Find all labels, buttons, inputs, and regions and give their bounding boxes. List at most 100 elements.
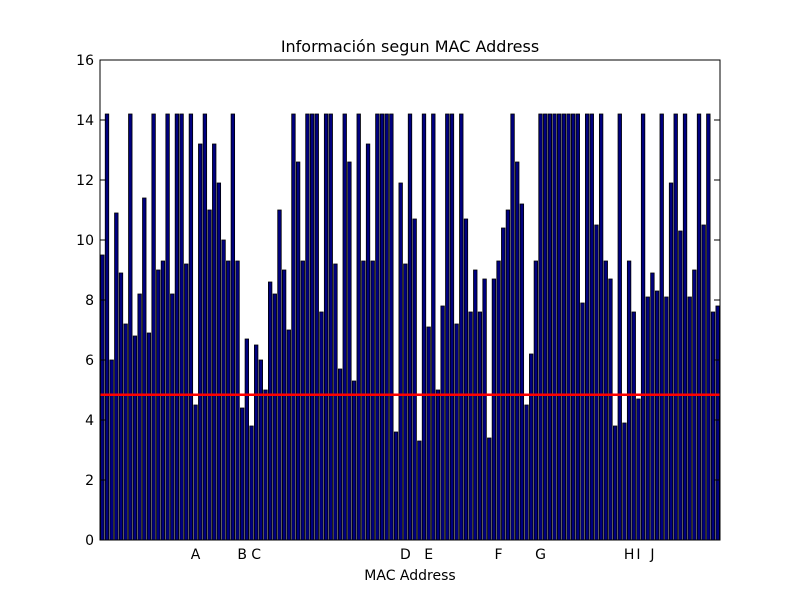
bar <box>151 113 156 541</box>
bar <box>342 113 347 541</box>
bar <box>412 218 417 541</box>
bar <box>491 278 497 541</box>
x-tick-label: B <box>237 547 247 563</box>
bar <box>132 335 138 541</box>
bar <box>561 113 566 541</box>
bar <box>109 359 114 541</box>
y-tick-label: 12 <box>76 173 94 189</box>
bar <box>421 113 427 541</box>
bar <box>361 260 366 541</box>
bar <box>281 269 287 541</box>
bar <box>351 380 357 541</box>
bar <box>487 437 492 541</box>
x-tick-label: I <box>636 547 640 563</box>
bar <box>706 113 711 541</box>
x-tick-label: F <box>495 547 503 563</box>
bar <box>519 203 525 541</box>
bar <box>603 260 608 541</box>
bar <box>636 398 641 541</box>
bar <box>580 302 585 541</box>
y-tick-label: 10 <box>76 233 94 249</box>
bar <box>267 281 273 541</box>
bar <box>538 113 543 541</box>
chart-title: Información segun MAC Address <box>281 37 539 56</box>
bar <box>104 113 110 541</box>
bar <box>417 440 422 541</box>
x-tick-label: D <box>400 547 411 563</box>
bar <box>682 113 688 541</box>
bar <box>305 113 310 541</box>
bar <box>198 143 203 541</box>
bar <box>594 224 599 541</box>
bar <box>212 143 217 541</box>
bar <box>459 113 464 541</box>
bar <box>114 212 119 541</box>
bar <box>207 209 212 541</box>
bar <box>426 326 431 541</box>
bar <box>557 113 562 541</box>
bar <box>584 113 590 541</box>
y-tick-label: 8 <box>85 293 94 309</box>
y-tick-label: 6 <box>85 353 94 369</box>
bar <box>463 218 469 541</box>
bar <box>552 113 557 541</box>
bar <box>230 113 236 541</box>
bar <box>505 209 511 541</box>
bar <box>673 113 678 541</box>
bar <box>547 113 552 541</box>
bar <box>142 197 147 541</box>
bar <box>575 113 580 541</box>
bar <box>524 404 529 541</box>
bar <box>403 263 408 541</box>
bar <box>598 113 604 541</box>
x-tick-label: H <box>624 547 635 563</box>
bar <box>333 263 338 541</box>
bar <box>510 113 515 541</box>
bar <box>295 161 301 541</box>
bar <box>202 113 208 541</box>
bar <box>477 311 483 541</box>
bar <box>678 230 683 541</box>
bar <box>482 278 487 541</box>
bar <box>319 311 324 541</box>
y-tick-label: 16 <box>76 53 94 69</box>
bar <box>431 113 436 541</box>
x-tick-label: E <box>424 547 433 563</box>
bar <box>608 278 613 541</box>
bar <box>384 113 389 541</box>
x-axis-label: MAC Address <box>364 568 455 584</box>
x-tick-label: J <box>649 547 654 563</box>
x-tick-label: A <box>191 547 201 563</box>
bar <box>170 293 175 541</box>
y-tick-label: 14 <box>76 113 94 129</box>
bar <box>254 344 259 541</box>
bar <box>240 407 245 541</box>
bar <box>612 425 618 541</box>
bar <box>659 113 664 541</box>
bar <box>137 293 142 541</box>
bar <box>668 182 674 541</box>
bar <box>393 431 399 541</box>
bar <box>165 113 170 541</box>
bar <box>626 260 632 541</box>
bar <box>654 290 660 541</box>
bar <box>309 113 315 541</box>
bar <box>496 260 501 541</box>
bar <box>272 293 277 541</box>
bar <box>440 305 445 541</box>
bar <box>631 311 636 541</box>
y-tick-label: 4 <box>85 413 94 429</box>
bar <box>258 359 263 541</box>
bar <box>323 113 329 541</box>
bar <box>664 296 669 541</box>
bar <box>617 113 622 541</box>
bar <box>156 269 161 541</box>
bar <box>188 113 194 541</box>
bar <box>571 113 576 541</box>
y-tick-label: 0 <box>85 533 94 549</box>
bar <box>370 260 375 541</box>
bar <box>687 296 692 541</box>
bar <box>193 404 198 541</box>
